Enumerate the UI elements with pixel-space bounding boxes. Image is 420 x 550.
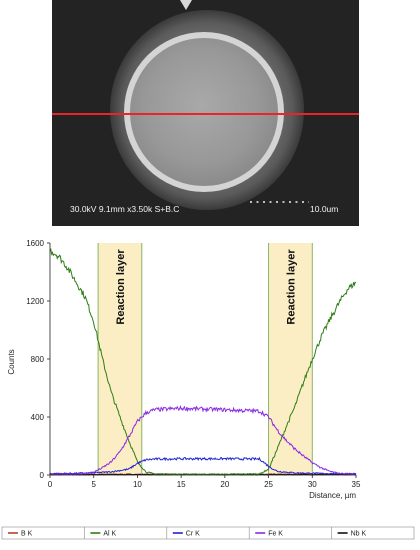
series-line-cr-k xyxy=(49,456,357,475)
legend-label-b-k: B K xyxy=(21,531,33,538)
x-axis-label: Distance, µm xyxy=(309,491,356,500)
sem-caption: 30.0kV 9.1mm x3.50k S+B.C xyxy=(70,204,179,214)
y-tick-label: 400 xyxy=(31,413,45,422)
y-axis-label: Counts xyxy=(7,349,16,374)
y-tick-label: 0 xyxy=(40,471,45,480)
legend-label-fe-k: Fe K xyxy=(268,531,283,538)
sem-micrograph: 30.0kV 9.1mm x3.50k S+B.C 10.0um xyxy=(52,0,359,226)
particle-core xyxy=(130,38,278,186)
x-tick-label: 15 xyxy=(177,480,186,489)
scale-label: 10.0um xyxy=(310,204,338,214)
x-tick-label: 5 xyxy=(91,480,96,489)
x-tick-label: 35 xyxy=(352,480,361,489)
x-tick-label: 30 xyxy=(308,480,317,489)
linescan-chart: Reaction layer Reaction layer 0 5 10 15 20 25 3… xyxy=(1,239,415,540)
series-line-al-k xyxy=(49,247,357,476)
series-line-fe-k xyxy=(49,404,357,476)
legend-label-cr-k: Cr K xyxy=(186,531,200,538)
x-tick-label: 25 xyxy=(264,480,273,489)
reaction-layer-band xyxy=(268,243,313,475)
y-tick-label: 1200 xyxy=(26,297,44,306)
y-tick-label: 800 xyxy=(31,355,45,364)
scale-bar: 10.0um xyxy=(250,201,338,214)
x-tick-label: 0 xyxy=(48,480,53,489)
legend: B K Al K Cr K Fe K Nb K xyxy=(1,526,415,540)
legend-label-al-k: Al K xyxy=(103,531,116,538)
reaction-layer-band xyxy=(98,243,142,475)
y-tick-label: 1600 xyxy=(26,239,44,248)
reaction-layer-label: Reaction layer xyxy=(115,249,127,325)
x-tick-label: 10 xyxy=(133,480,142,489)
reaction-layer-label: Reaction layer xyxy=(285,249,297,325)
legend-label-nb-k: Nb K xyxy=(351,531,367,538)
debris-fragment xyxy=(180,0,192,10)
x-tick-label: 20 xyxy=(220,480,229,489)
